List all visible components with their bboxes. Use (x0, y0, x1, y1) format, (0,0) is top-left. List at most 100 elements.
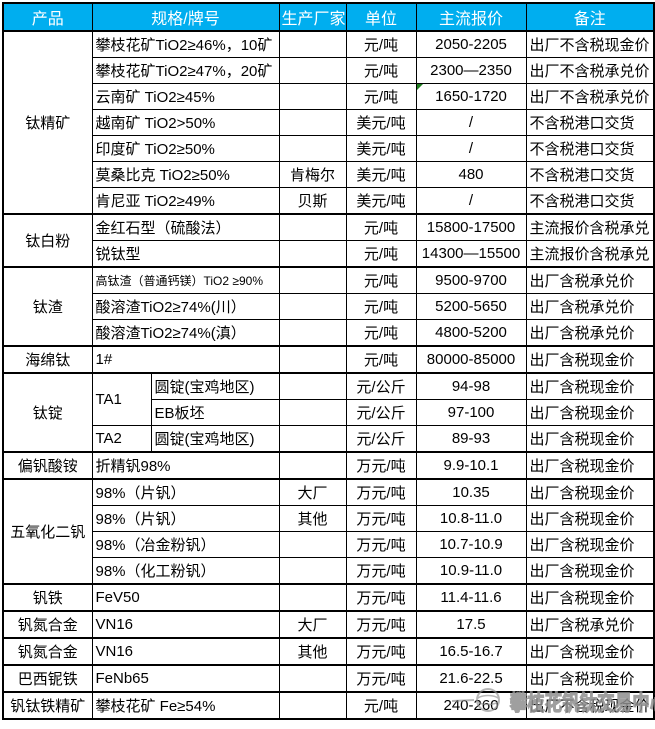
table-row: 偏钒酸铵 折精钒98% 万元/吨 9.9-10.1 出厂含税现金价 (2, 451, 655, 480)
price-cell: 94-98 (415, 372, 527, 400)
unit-cell: 万元/吨 (345, 664, 417, 693)
table-row: 印度矿 TiO2≥50% 美元/吨 / 不含税港口交货 (3, 135, 655, 162)
maker-cell (278, 557, 347, 585)
unit-cell: 元/吨 (345, 691, 417, 720)
unit-cell: 元/吨 (345, 293, 417, 320)
note-cell: 不含税港口交货 (525, 187, 655, 215)
maker-cell (278, 30, 347, 58)
spec-cell: 98%（片钒） (91, 478, 280, 506)
spec-cell: 越南矿 TiO2>50% (91, 109, 280, 136)
note-cell: 主流报价含税承兑 (525, 240, 655, 268)
price-cell: / (415, 109, 527, 136)
product-cell: 钛白粉 (2, 213, 93, 268)
price-cell: 21.6-22.5 (415, 664, 527, 693)
table-row: 酸溶渣TiO2≥74%(滇） 元/吨 4800-5200 出厂含税承兑价 (3, 319, 655, 347)
price-cell: 97-100 (415, 399, 527, 426)
note-cell: 出厂含税现金价 (525, 399, 655, 426)
header-row: 产品 规格/牌号 生产厂家 单位 主流报价 备注 (2, 2, 655, 32)
table-row: 98%（冶金粉钒） 万元/吨 10.7-10.9 出厂含税现金价 (3, 531, 655, 558)
price-cell: 10.9-11.0 (415, 557, 527, 585)
product-cell: 钛锭 (2, 372, 93, 453)
maker-cell: 大厂 (278, 478, 347, 506)
unit-cell: 元/吨 (345, 83, 417, 110)
table-row: TA2 圆锭(宝鸡地区) 元/公斤 89-93 出厂含税现金价 (3, 425, 655, 453)
maker-cell: 其他 (278, 637, 347, 666)
unit-cell: 美元/吨 (345, 187, 417, 215)
unit-cell: 元/吨 (345, 345, 417, 374)
unit-cell: 万元/吨 (345, 557, 417, 585)
unit-cell: 万元/吨 (345, 451, 417, 480)
spec-cell: 1# (91, 345, 280, 374)
maker-cell (278, 425, 347, 453)
note-cell: 不含税港口交货 (525, 161, 655, 188)
note-cell: 不含税港口交货 (525, 135, 655, 162)
table-row: 攀枝花矿TiO2≥47%，20矿 元/吨 2300—2350 出厂不含税承兑价 (3, 57, 655, 84)
column-header-price: 主流报价 (415, 2, 527, 32)
price-cell: 11.4-11.6 (415, 583, 527, 612)
note-cell: 出厂不含税现金价 (525, 691, 655, 720)
spec-cell: 折精钒98% (91, 451, 280, 480)
unit-cell: 元/公斤 (345, 425, 417, 453)
product-cell: 钒氮合金 (2, 610, 93, 639)
note-cell: 不含税港口交货 (525, 109, 655, 136)
table-row: 98%（片钒） 其他 万元/吨 10.8-11.0 出厂含税现金价 (3, 505, 655, 532)
price-cell: / (415, 187, 527, 215)
table-row: 钒氮合金 VN16 其他 万元/吨 16.5-16.7 出厂含税现金价 (2, 637, 655, 666)
maker-cell (278, 451, 347, 480)
product-cell: 五氧化二钒 (2, 478, 93, 585)
spec-cell: 锐钛型 (91, 240, 280, 268)
maker-cell (278, 266, 347, 294)
table-row: 巴西铌铁 FeNb65 万元/吨 21.6-22.5 出厂含税现金价 (2, 664, 655, 693)
maker-cell (278, 293, 347, 320)
column-header-product: 产品 (2, 2, 93, 32)
unit-cell: 万元/吨 (345, 505, 417, 532)
note-cell: 出厂含税现金价 (525, 372, 655, 400)
table-row: 越南矿 TiO2>50% 美元/吨 / 不含税港口交货 (3, 109, 655, 136)
price-cell: 9.9-10.1 (415, 451, 527, 480)
price-cell: 15800-17500 (415, 213, 527, 241)
note-cell: 出厂含税承兑价 (525, 293, 655, 320)
table-row: 云南矿 TiO2≥45% 元/吨 1650-1720 出厂不含税承兑价 (3, 83, 655, 110)
maker-cell (278, 240, 347, 268)
unit-cell: 万元/吨 (345, 531, 417, 558)
price-cell: 16.5-16.7 (415, 637, 527, 666)
maker-cell (278, 109, 347, 136)
price-table-body: 钛精矿 攀枝花矿TiO2≥46%，10矿 元/吨 2050-2205 出厂不含税现金价攀… (2, 30, 655, 720)
note-cell: 出厂含税现金价 (525, 478, 655, 506)
table-row: 钒钛铁精矿 攀枝花矿 Fe≥54% 元/吨 240-260 出厂不含税现金价 (2, 691, 655, 720)
unit-cell: 元/公斤 (345, 372, 417, 400)
price-cell: 17.5 (415, 610, 527, 639)
spec-cell: 高钛渣（普通钙镁）TiO2 ≥90% (91, 266, 280, 294)
unit-cell: 美元/吨 (345, 161, 417, 188)
spec-cell: FeV50 (91, 583, 280, 612)
maker-cell (278, 213, 347, 241)
note-cell: 出厂含税现金价 (525, 425, 655, 453)
price-cell: 240-260 (415, 691, 527, 720)
unit-cell: 万元/吨 (345, 583, 417, 612)
column-header-spec: 规格/牌号 (91, 2, 280, 32)
table-row: 肯尼亚 TiO2≥49% 贝斯 美元/吨 / 不含税港口交货 (3, 187, 655, 215)
price-cell: 89-93 (415, 425, 527, 453)
spec-cell: 攀枝花矿 Fe≥54% (91, 691, 280, 720)
spec-cell: 攀枝花矿TiO2≥46%，10矿 (91, 30, 280, 58)
spec-cell: 酸溶渣TiO2≥74%(川） (91, 293, 280, 320)
cell-comment-marker-icon (417, 84, 423, 90)
unit-cell: 万元/吨 (345, 478, 417, 506)
table-row: 钛白粉 金红石型（硫酸法） 元/吨 15800-17500 主流报价含税承兑 (2, 213, 655, 268)
note-cell: 出厂含税现金价 (525, 505, 655, 532)
price-cell: 5200-5650 (415, 293, 527, 320)
table-row: 五氧化二钒 98%（片钒） 大厂 万元/吨 10.35 出厂含税现金价 (2, 478, 655, 585)
note-cell: 出厂含税现金价 (525, 345, 655, 374)
product-cell: 巴西铌铁 (2, 664, 93, 693)
spec-cell: 肯尼亚 TiO2≥49% (91, 187, 280, 215)
unit-cell: 美元/吨 (345, 109, 417, 136)
maker-cell (278, 83, 347, 110)
unit-cell: 元/吨 (345, 240, 417, 268)
maker-cell (278, 531, 347, 558)
price-cell: 80000-85000 (415, 345, 527, 374)
maker-cell (278, 372, 347, 400)
note-cell: 出厂含税承兑价 (525, 610, 655, 639)
column-header-manufacturer: 生产厂家 (278, 2, 347, 32)
spec-cell: VN16 (91, 610, 280, 639)
product-cell: 钒铁 (2, 583, 93, 612)
